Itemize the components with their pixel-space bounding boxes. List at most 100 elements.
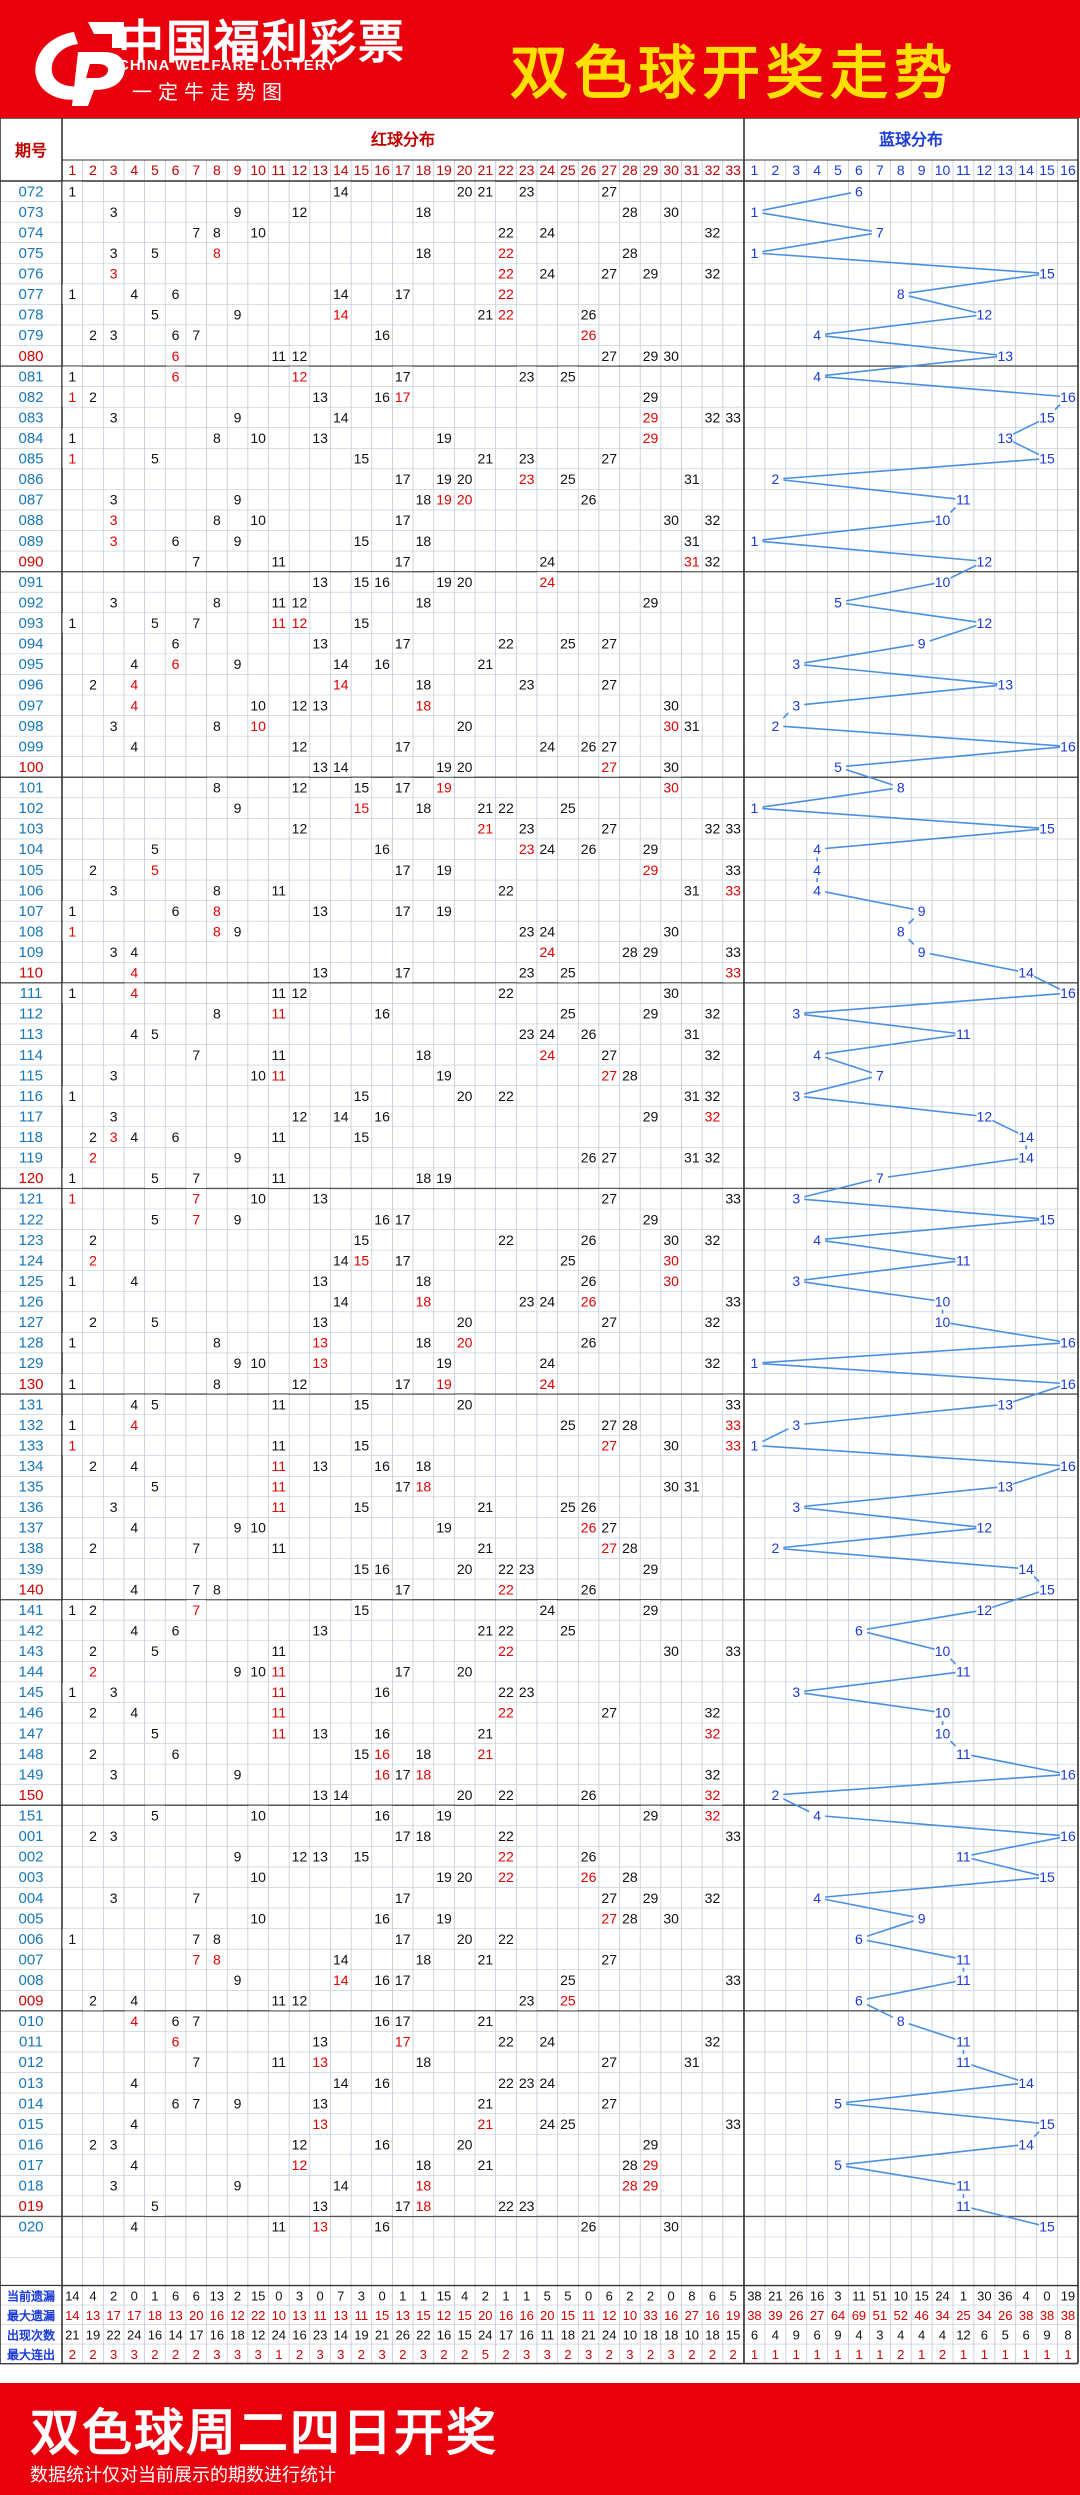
red-ball-cell bbox=[103, 592, 124, 613]
blue-ball-cell bbox=[1039, 409, 1056, 426]
stats-red-value: 20 bbox=[189, 2308, 203, 2323]
blue-ball-number: 10 bbox=[935, 512, 951, 528]
period-label: 136 bbox=[18, 1499, 43, 1516]
red-ball-number: 21 bbox=[478, 800, 494, 816]
red-ball-cell bbox=[83, 1312, 103, 1332]
red-ball-number: 21 bbox=[478, 1622, 494, 1638]
blue-ball-number: 11 bbox=[956, 2198, 971, 2214]
red-ball-number: 23 bbox=[519, 821, 535, 837]
red-ball-cell bbox=[103, 263, 124, 284]
red-ball-number: 15 bbox=[354, 1232, 370, 1248]
period-label: 089 bbox=[18, 533, 43, 550]
red-ball-number: 24 bbox=[539, 923, 555, 939]
red-ball-number: 8 bbox=[213, 430, 221, 446]
stats-blue-value: 16 bbox=[810, 2288, 824, 2303]
blue-ball-number: 6 bbox=[855, 183, 863, 199]
red-column-label: 1 bbox=[68, 162, 76, 178]
red-ball-number: 8 bbox=[213, 903, 221, 919]
red-ball-number: 16 bbox=[374, 1561, 390, 1577]
red-ball-number: 1 bbox=[68, 286, 76, 302]
blue-ball-number: 10 bbox=[935, 1294, 951, 1310]
red-ball-number: 11 bbox=[272, 1540, 287, 1556]
red-ball-cell bbox=[62, 181, 83, 202]
stats-red-value: 3 bbox=[131, 2347, 138, 2362]
red-ball-number: 7 bbox=[192, 1047, 200, 1063]
red-ball-number: 27 bbox=[601, 2095, 617, 2111]
red-ball-cell bbox=[227, 1353, 248, 1373]
red-ball-cell bbox=[496, 983, 516, 1003]
red-ball-cell bbox=[434, 1065, 454, 1086]
red-ball-cell bbox=[537, 222, 558, 243]
red-ball-number: 26 bbox=[581, 1150, 597, 1166]
period-label: 134 bbox=[18, 1458, 43, 1475]
red-ball-number: 20 bbox=[457, 2136, 473, 2152]
blue-ball-cell bbox=[1059, 1375, 1076, 1393]
period-label: 083 bbox=[18, 409, 43, 426]
red-ball-number: 6 bbox=[172, 1129, 180, 1145]
blue-ball-cell bbox=[788, 1005, 805, 1022]
red-ball-number: 4 bbox=[130, 2219, 138, 2235]
red-ball-number: 8 bbox=[213, 718, 221, 734]
red-ball-number: 29 bbox=[643, 2136, 659, 2152]
red-ball-number: 16 bbox=[374, 389, 390, 405]
red-ball-cell bbox=[124, 1127, 145, 1147]
blue-trend-line bbox=[751, 190, 1071, 2228]
red-ball-number: 32 bbox=[705, 266, 721, 282]
red-ball-number: 33 bbox=[725, 409, 741, 425]
red-ball-number: 24 bbox=[539, 944, 555, 960]
period-label: 084 bbox=[18, 430, 43, 447]
stats-red-value: 3 bbox=[668, 2347, 675, 2362]
red-ball-number: 20 bbox=[457, 1561, 473, 1577]
stats-red-value: 19 bbox=[86, 2327, 100, 2342]
period-label: 016 bbox=[18, 2136, 43, 2153]
period-label: 007 bbox=[18, 1951, 43, 1968]
stats-red-value: 17 bbox=[189, 2327, 203, 2342]
red-ball-cell bbox=[372, 1106, 392, 1127]
red-ball-cell bbox=[269, 1127, 289, 1147]
red-ball-cell bbox=[165, 901, 186, 921]
red-ball-number: 15 bbox=[354, 1499, 370, 1515]
red-ball-number: 22 bbox=[498, 2198, 514, 2214]
red-ball-number: 29 bbox=[643, 2157, 659, 2173]
red-ball-cell bbox=[434, 757, 454, 777]
red-ball-cell bbox=[661, 1250, 681, 1271]
blue-ball-number: 3 bbox=[792, 1006, 800, 1022]
red-ball-number: 16 bbox=[374, 2136, 390, 2152]
red-ball-number: 10 bbox=[250, 224, 266, 240]
blue-column-label: 10 bbox=[935, 162, 951, 178]
red-ball-cell bbox=[83, 674, 103, 695]
red-ball-number: 16 bbox=[374, 1006, 390, 1022]
red-ball-number: 25 bbox=[560, 1499, 576, 1515]
period-label: 114 bbox=[19, 1047, 43, 1064]
blue-ball-number: 16 bbox=[1060, 1376, 1076, 1392]
red-ball-number: 12 bbox=[292, 2157, 308, 2173]
red-ball-cell bbox=[310, 901, 330, 921]
red-ball-number: 17 bbox=[395, 2034, 411, 2050]
red-ball-cell bbox=[165, 345, 186, 366]
stats-label: 当前遗漏 bbox=[7, 2288, 55, 2303]
red-ball-number: 18 bbox=[416, 1951, 432, 1967]
red-ball-number: 17 bbox=[395, 1766, 411, 1782]
blue-ball-number: 9 bbox=[918, 1910, 926, 1926]
red-ball-number: 13 bbox=[312, 1273, 328, 1289]
stats-blue-value: 4 bbox=[918, 2327, 925, 2342]
red-ball-number: 16 bbox=[374, 1746, 390, 1762]
period-label: 099 bbox=[18, 738, 43, 755]
red-ball-cell bbox=[413, 531, 434, 551]
stats-red-value: 0 bbox=[378, 2288, 385, 2303]
red-ball-number: 8 bbox=[213, 224, 221, 240]
red-ball-cell bbox=[723, 1291, 743, 1312]
red-ball-cell bbox=[186, 1209, 207, 1230]
stats-red-value: 33 bbox=[643, 2308, 657, 2323]
red-ball-number: 29 bbox=[643, 348, 659, 364]
blue-ball-number: 1 bbox=[751, 1355, 759, 1371]
red-ball-number: 11 bbox=[272, 1725, 287, 1741]
blue-ball-number: 2 bbox=[771, 471, 779, 487]
period-label: 125 bbox=[18, 1273, 43, 1290]
red-ball-number: 17 bbox=[395, 1376, 411, 1392]
red-ball-number: 26 bbox=[581, 1849, 597, 1865]
red-ball-cell bbox=[289, 592, 310, 613]
red-ball-cell bbox=[661, 1230, 681, 1250]
red-ball-cell bbox=[145, 859, 165, 880]
red-ball-number: 2 bbox=[89, 1314, 97, 1330]
